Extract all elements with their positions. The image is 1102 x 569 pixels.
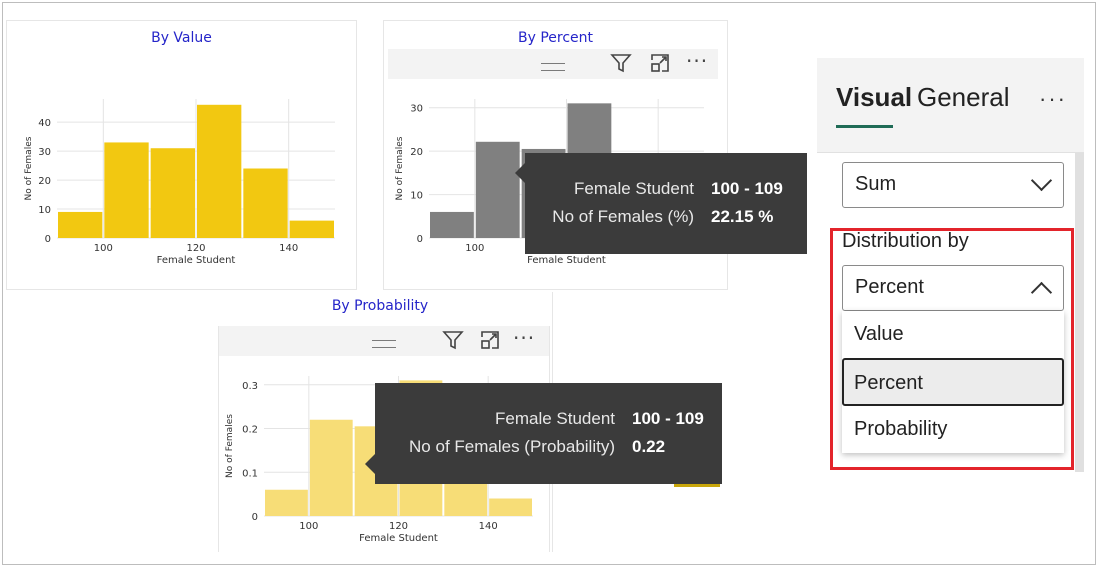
x-tick-label: 100 [299, 521, 318, 532]
tooltip-key-measure: No of Females (%) [552, 207, 694, 226]
y-tick-label: 10 [410, 191, 423, 202]
x-axis-title: Female Student [527, 255, 606, 266]
histogram-bar [475, 141, 520, 238]
by-value-chart: 0 10 20 30 40 100 120 140 Female Student No of Fe… [7, 21, 356, 293]
histogram-bar [430, 211, 474, 238]
x-tick-label: 120 [186, 243, 205, 254]
x-tick-label: 140 [479, 521, 498, 532]
chevron-down-icon [1030, 169, 1053, 192]
option-percent[interactable]: Percent [842, 358, 1064, 406]
x-tick-label: 140 [279, 243, 298, 254]
tooltip-value-measure: 22.15 % [711, 207, 774, 226]
focus-mode-icon[interactable] [479, 329, 501, 356]
y-axis-title: No of Females [395, 136, 405, 200]
option-probability[interactable]: Probability [842, 406, 1064, 453]
filter-icon[interactable] [610, 52, 632, 79]
pane-divider [817, 152, 1084, 153]
drag-handle-icon[interactable] [541, 63, 565, 71]
tooltip-key-category: Female Student [573, 179, 694, 198]
distribution-options-list: Value Percent Probability [842, 311, 1064, 453]
y-tick-label: 0.2 [242, 425, 258, 436]
tooltip-value-category: 100 - 109 [632, 409, 704, 428]
drag-handle-icon[interactable] [372, 340, 396, 348]
tooltip-probability: Female Student 100 - 109 No of Females (… [365, 383, 722, 484]
aggregation-dropdown[interactable]: Sum [842, 162, 1064, 208]
tooltip-pointer [515, 163, 525, 183]
by-value-title: By Value [151, 30, 212, 46]
y-tick-label: 0.3 [242, 381, 258, 392]
by-value-chart-svg: 0 10 20 30 40 100 120 140 Female Student No of Fe… [24, 99, 335, 266]
filter-icon[interactable] [442, 329, 464, 356]
x-axis-title: Female Student [359, 533, 438, 544]
distribution-dropdown[interactable]: Percent [842, 265, 1064, 311]
distribution-selected-value: Percent [855, 276, 924, 298]
tab-visual-underline [836, 125, 893, 128]
x-tick-label: 120 [389, 521, 408, 532]
more-options-icon[interactable]: ··· [1039, 86, 1067, 111]
focus-mode-icon[interactable] [649, 52, 671, 79]
by-probability-visual-header: ··· [219, 326, 549, 356]
option-label: Probability [854, 418, 948, 440]
by-value-visual[interactable]: By Value 0 10 20 30 40 100 120 140 Female Studen… [6, 20, 357, 290]
histogram-bar [197, 104, 242, 239]
aggregation-selected-value: Sum [855, 173, 897, 195]
tooltip-value-measure: 0.22 [632, 437, 666, 456]
by-probability-title: By Probability [331, 298, 429, 314]
option-label: Percent [854, 372, 923, 394]
tooltip-key-measure: No of Females (Probability) [409, 437, 615, 456]
y-tick-label: 20 [38, 176, 51, 187]
x-tick-label: 100 [465, 243, 484, 254]
histogram-bar [58, 211, 103, 238]
pane-scrollbar[interactable] [1075, 153, 1084, 472]
histogram-bar [489, 498, 532, 516]
y-tick-label: 20 [410, 147, 423, 158]
y-tick-label: 0 [252, 512, 258, 523]
distribution-label: Distribution by [842, 230, 969, 252]
option-label: Value [854, 323, 904, 345]
x-tick-label: 100 [94, 243, 113, 254]
x-axis-title: Female Student [157, 255, 236, 266]
histogram-bar [309, 419, 353, 516]
tooltip-percent: Female Student 100 - 109 No of Females (… [515, 153, 807, 254]
y-tick-label: 0.1 [242, 468, 258, 479]
y-tick-label: 30 [38, 147, 51, 158]
y-tick-label: 40 [38, 118, 51, 129]
highlight-frame [830, 228, 1074, 470]
y-tick-label: 0 [45, 234, 51, 245]
histogram-bar [243, 168, 288, 238]
more-options-icon[interactable]: ··· [686, 49, 709, 73]
by-percent-title: By Percent [517, 30, 594, 46]
option-value[interactable]: Value [842, 311, 1064, 358]
histogram-bar [289, 220, 334, 238]
tab-visual[interactable]: Visual [836, 82, 913, 112]
histogram-bar [150, 148, 195, 238]
histogram-bar [265, 489, 308, 516]
y-tick-label: 0 [417, 234, 423, 245]
more-options-icon[interactable]: ··· [513, 326, 536, 350]
y-tick-label: 10 [38, 205, 51, 216]
tooltip-value-category: 100 - 109 [711, 179, 783, 198]
y-tick-label: 30 [410, 104, 423, 115]
tooltip-pointer [365, 454, 375, 474]
y-axis-title: No of Females [225, 414, 235, 478]
y-axis-title: No of Females [24, 136, 34, 200]
histogram-bar [104, 142, 149, 238]
by-percent-visual-header: ··· [388, 49, 718, 79]
tab-general[interactable]: General [917, 82, 1010, 112]
tooltip-key-category: Female Student [494, 409, 615, 428]
format-pane: Visual General ··· Sum Distribution by P… [817, 58, 1084, 472]
